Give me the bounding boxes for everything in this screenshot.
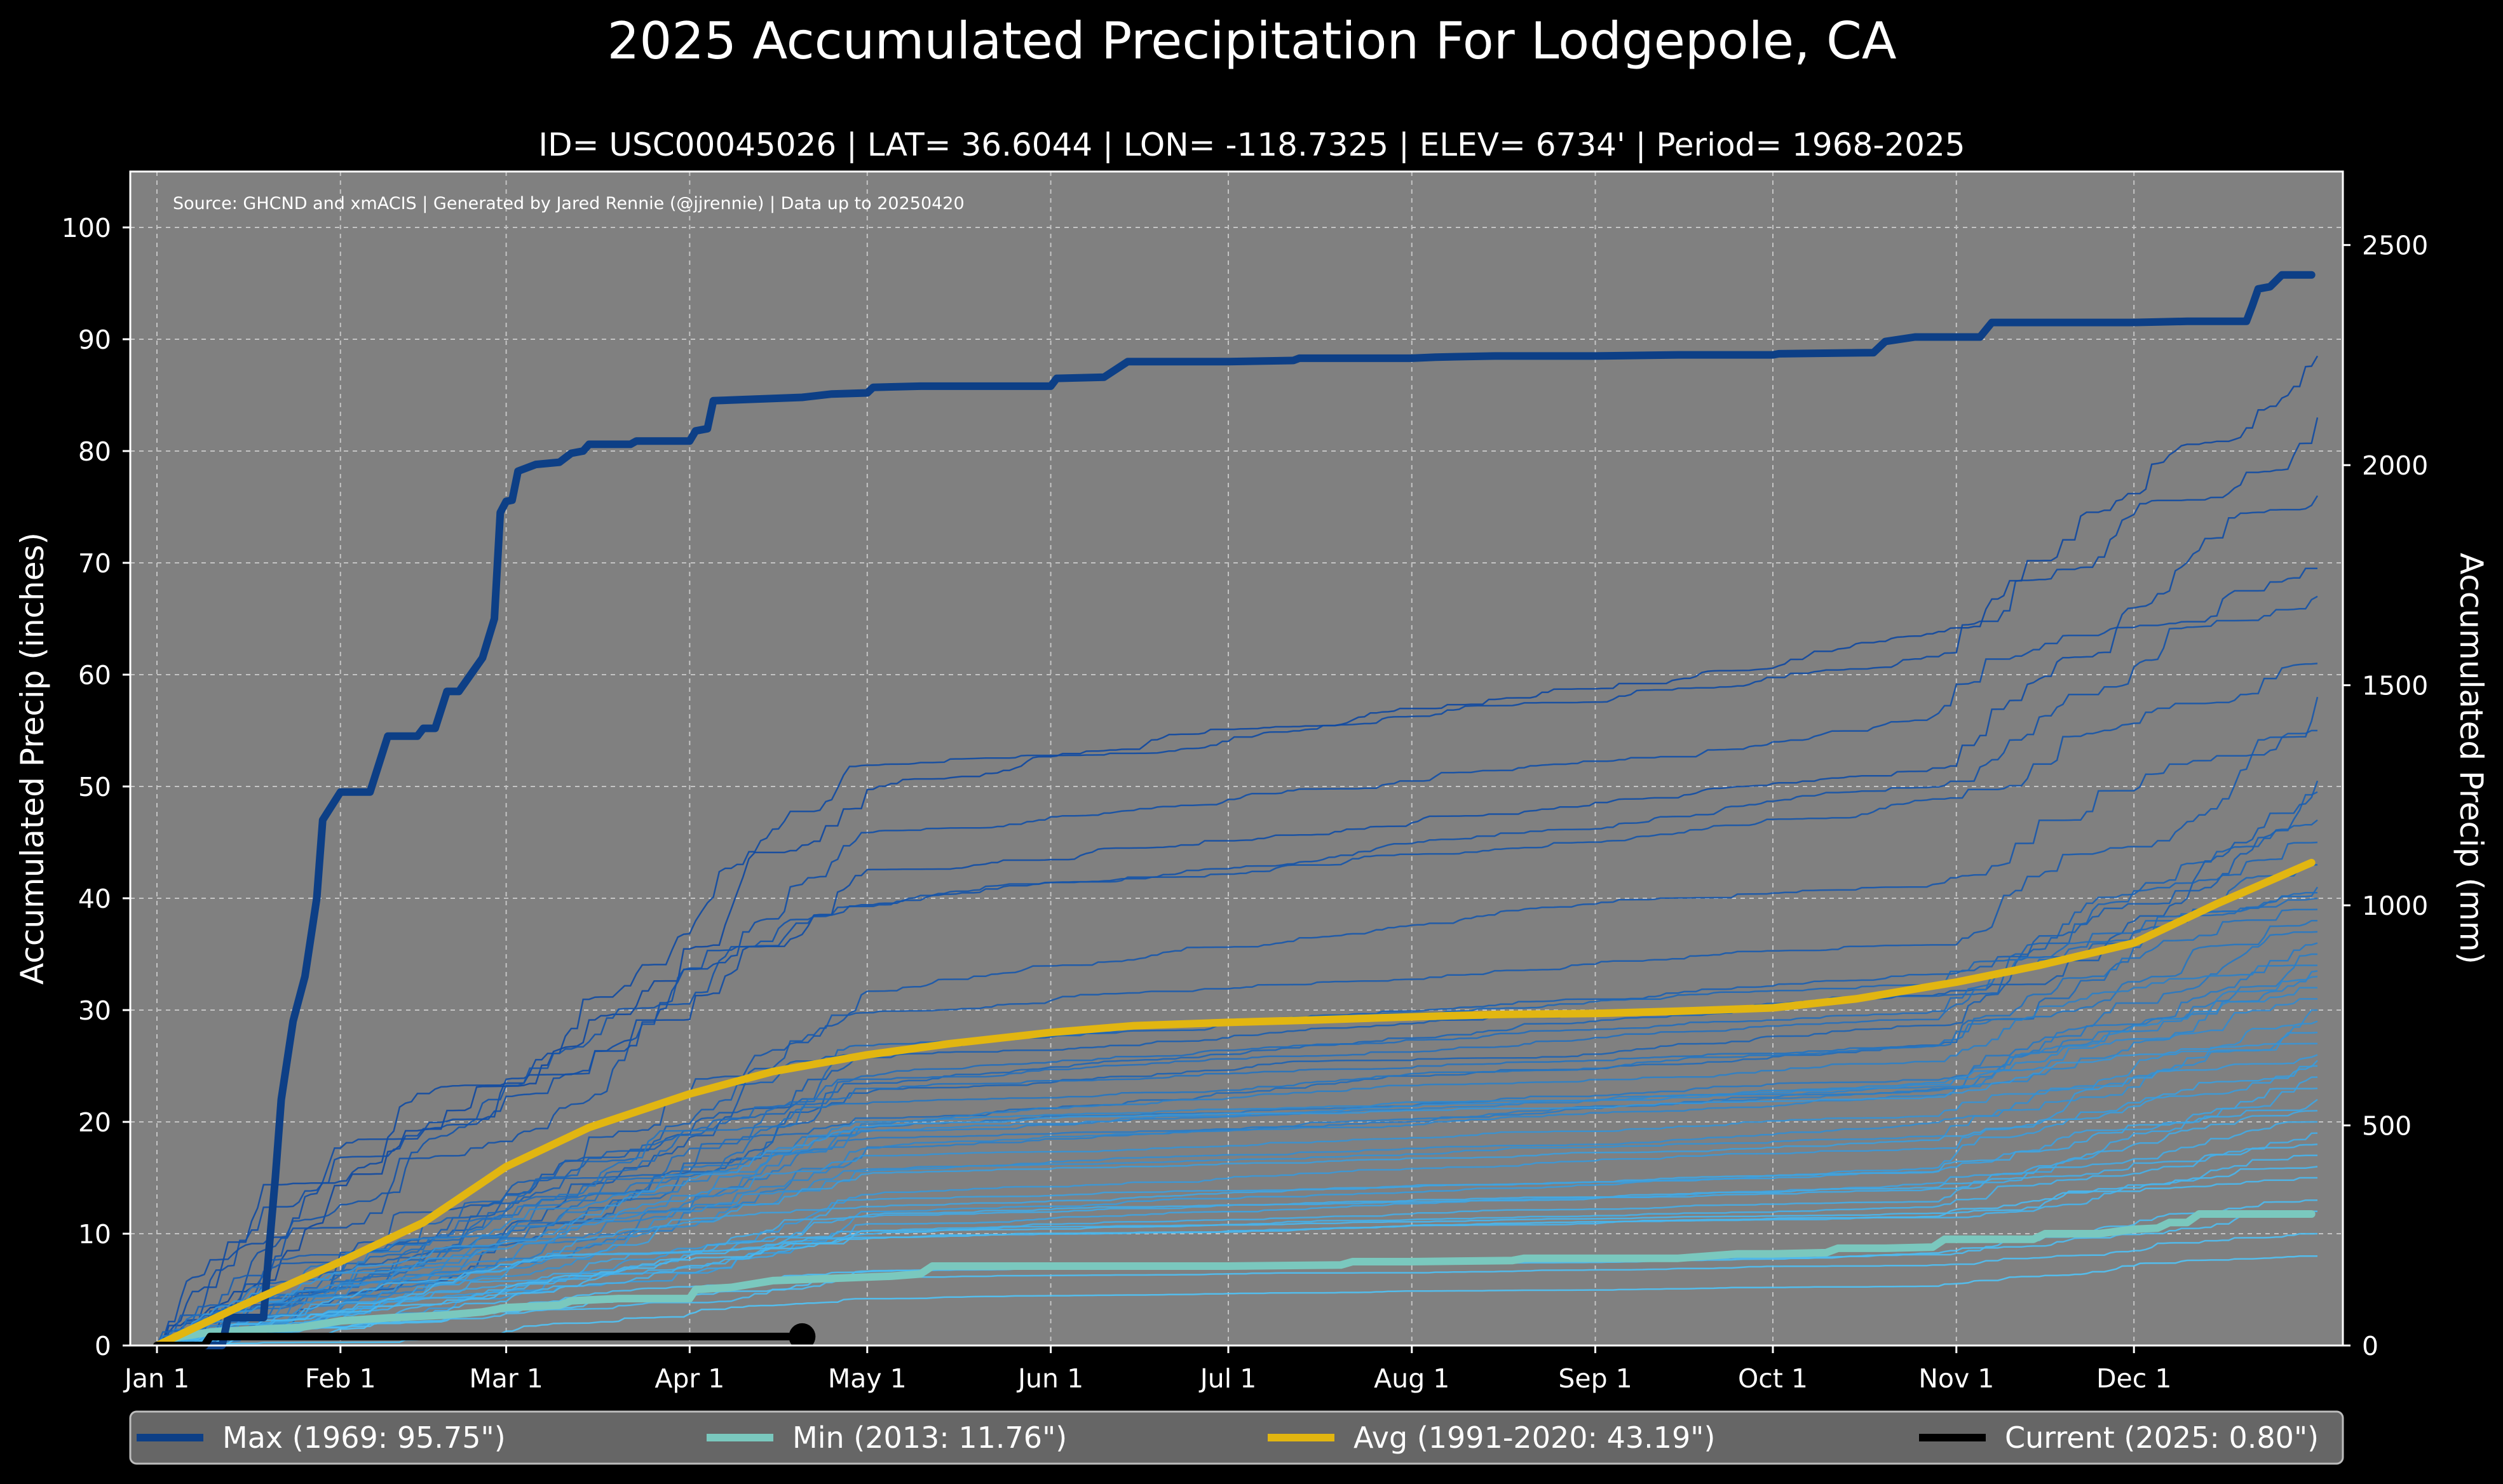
min-legend-label: Min (2013: 11.76") [792, 1420, 1067, 1455]
y-tick-label: 50 [78, 772, 111, 802]
x-tick-label: Jul 1 [1198, 1363, 1257, 1394]
y-tick-label: 0 [95, 1331, 111, 1361]
historical-year-line [156, 1177, 2317, 1347]
y-axis-label: Accumulated Precip (inches) [14, 532, 51, 985]
historical-year-line [157, 1020, 2318, 1347]
historical-year-line [157, 970, 2318, 1347]
max-series-line [153, 271, 2316, 1349]
plot-area [129, 170, 2344, 1347]
historical-year-line [157, 1166, 2318, 1347]
y-tick-label: 10 [78, 1219, 111, 1250]
y2-tick-label: 500 [2362, 1111, 2411, 1142]
x-tick-label: Feb 1 [305, 1363, 376, 1394]
chart-subtitle: ID= USC00045026 | LAT= 36.6044 | LON= -1… [538, 126, 1965, 163]
historical-year-line [157, 1255, 2317, 1347]
y2-tick-label: 1000 [2362, 891, 2428, 921]
historical-year-line [157, 567, 2317, 1347]
avg-legend-label: Avg (1991-2020: 43.19") [1353, 1420, 1715, 1455]
x-tick-label: Apr 1 [655, 1363, 724, 1394]
historical-year-line [156, 891, 2317, 1347]
x-tick-label: Mar 1 [469, 1363, 543, 1394]
y2-tick-label: 2500 [2362, 231, 2428, 261]
historical-year-line [157, 1042, 2317, 1347]
historical-year-line [156, 897, 2318, 1347]
plot-frame [129, 170, 2344, 1347]
y-tick-label: 30 [78, 995, 111, 1026]
legend-box [129, 1410, 2344, 1465]
historical-year-line [157, 841, 2318, 1347]
historical-year-line [156, 1087, 2318, 1347]
y-axis-left: 0 10 20 30 40 50 60 70 80 90 100 [62, 213, 130, 1361]
x-tick-label: Sep 1 [1558, 1363, 1632, 1394]
historical-year-line [157, 1054, 2318, 1347]
y-tick-label: 60 [78, 660, 111, 691]
historical-year-line [156, 1009, 2317, 1347]
y-tick-label: 70 [78, 548, 111, 579]
historical-year-line [157, 595, 2318, 1347]
historical-year-line [157, 1132, 2318, 1347]
source-note: Source: GHCND and xmACIS | Generated by … [173, 194, 965, 213]
historical-year-lines [156, 355, 2319, 1347]
y-tick-label: 90 [78, 325, 111, 355]
avg-series-line [153, 858, 2316, 1349]
y-tick-label: 100 [62, 213, 111, 243]
historical-year-line [156, 417, 2319, 1347]
historical-year-line [156, 998, 2317, 1347]
x-tick-label: May 1 [828, 1363, 907, 1394]
y2-axis-label: Accumulated Precip (mm) [2453, 553, 2490, 964]
min-series-line [153, 1210, 2316, 1349]
x-tick-label: Nov 1 [1918, 1363, 1994, 1394]
x-axis: Jan 1 Feb 1 Mar 1 Apr 1 May 1 Jun 1 Jul 1 Aug 1… [123, 1346, 2171, 1394]
y2-tick-label: 2000 [2362, 450, 2428, 481]
historical-year-line [156, 1232, 2318, 1347]
y-axis-right: 0 500 1000 1500 2000 2500 [2343, 231, 2428, 1361]
historical-year-line [157, 964, 2317, 1347]
x-tick-label: Oct 1 [1738, 1363, 1808, 1394]
y-tick-label: 80 [78, 436, 111, 467]
y2-tick-label: 1500 [2362, 671, 2428, 701]
historical-year-line [157, 780, 2319, 1347]
x-tick-label: Aug 1 [1374, 1363, 1449, 1394]
historical-year-line [156, 663, 2318, 1346]
historical-year-line [156, 908, 2318, 1347]
historical-year-line [157, 696, 2319, 1347]
historical-year-line [156, 1098, 2318, 1347]
historical-year-line [156, 495, 2319, 1346]
historical-year-line [156, 1031, 2318, 1347]
historical-year-line [157, 987, 2317, 1347]
historical-year-line [157, 1060, 2318, 1347]
historical-year-line [157, 729, 2317, 1347]
x-tick-label: Dec 1 [2096, 1363, 2171, 1394]
y-tick-label: 20 [78, 1107, 111, 1138]
historical-year-line [156, 1121, 2317, 1347]
current-legend-label: Current (2025: 0.80") [2005, 1420, 2319, 1455]
historical-year-line [156, 819, 2318, 1346]
chart-title: 2025 Accumulated Precipitation For Lodge… [607, 11, 1896, 71]
legend: Max (1969: 95.75") Min (2013: 11.76") Avg … [137, 1420, 2319, 1455]
series-layer [153, 271, 2316, 1350]
y2-tick-label: 0 [2362, 1331, 2378, 1361]
max-legend-label: Max (1969: 95.75") [222, 1420, 506, 1455]
current-marker [789, 1323, 816, 1350]
x-tick-label: Jan 1 [123, 1363, 189, 1394]
historical-year-line [157, 919, 2317, 1347]
x-tick-label: Jun 1 [1016, 1363, 1083, 1394]
y-tick-label: 40 [78, 884, 111, 914]
